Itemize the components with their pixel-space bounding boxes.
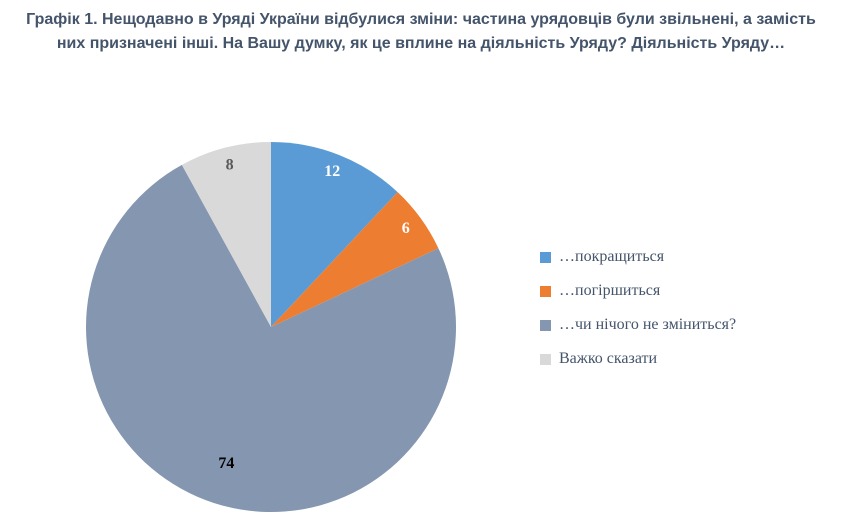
legend-label: …погіршиться <box>559 282 661 299</box>
legend-label: Важко сказати <box>559 350 658 367</box>
pie-data-label-3: 8 <box>226 156 234 173</box>
legend-item-2: …чи нічого не зміниться? <box>540 316 736 334</box>
pie-svg: 12 6 74 8 <box>85 142 456 513</box>
chart-title: Графік 1. Нещодавно в Уряді України відб… <box>26 11 816 52</box>
pie-data-label-2: 74 <box>218 455 234 472</box>
pie-slice-2 <box>85 164 456 513</box>
legend-swatch-icon <box>540 285 551 297</box>
legend-swatch-icon <box>540 251 551 263</box>
legend-swatch-icon <box>540 319 551 331</box>
pie-slice-3 <box>181 142 271 327</box>
legend-item-1: …погіршиться <box>540 282 736 300</box>
legend-item-0: …покращиться <box>540 248 736 266</box>
pie-slice-1 <box>271 192 439 327</box>
chart-legend: …покращиться …погіршиться …чи нічого не зм… <box>540 248 736 368</box>
pie-slice-0 <box>271 142 398 327</box>
legend-label: …чи нічого не зміниться? <box>559 316 737 333</box>
pie-data-label-0: 12 <box>324 163 340 180</box>
pie-chart: 12 6 74 8 <box>81 137 461 517</box>
legend-label: …покращиться <box>559 248 665 265</box>
legend-item-3: Важко сказати <box>540 350 736 368</box>
legend-swatch-icon <box>540 353 551 365</box>
pie-data-label-1: 6 <box>402 220 410 237</box>
